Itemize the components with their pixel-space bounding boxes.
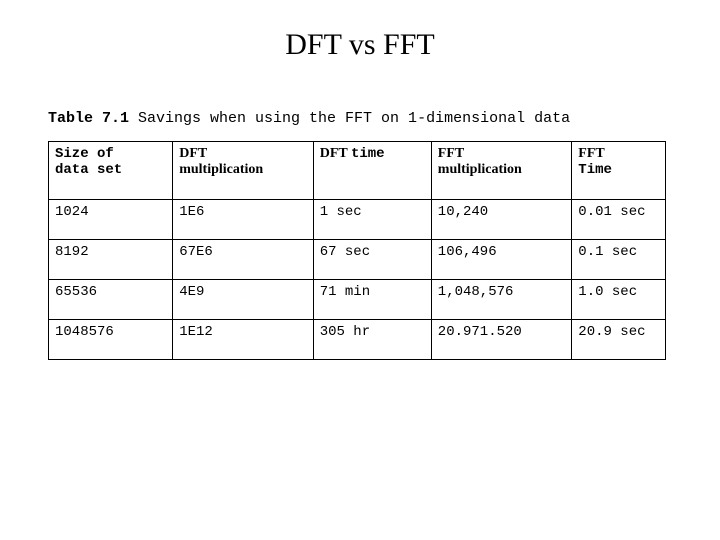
hdr-size-a: Size of xyxy=(55,146,114,162)
cell-fft-time: 0.01 sec xyxy=(572,200,666,240)
hdr-size-b: data set xyxy=(55,162,122,178)
table-caption: Table 7.1 Savings when using the FFT on … xyxy=(48,110,680,127)
cell-dft-mult: 1E6 xyxy=(173,200,314,240)
table-body: 1024 1E6 1 sec 10,240 0.01 sec 8192 67E6… xyxy=(49,200,666,360)
col-header-dft-time: DFT time xyxy=(313,142,431,200)
hdr-fftmult-b: multiplication xyxy=(438,162,522,177)
cell-fft-mult: 20.971.520 xyxy=(431,320,572,360)
col-header-fft-time: FFT Time xyxy=(572,142,666,200)
cell-size: 8192 xyxy=(49,240,173,280)
caption-label: Table 7.1 xyxy=(48,110,129,127)
col-header-fft-mult: FFT multiplication xyxy=(431,142,572,200)
hdr-dftmult-a: DFT xyxy=(179,146,207,161)
cell-fft-time: 0.1 sec xyxy=(572,240,666,280)
table-header-row: Size of data set DFT multiplication DFT … xyxy=(49,142,666,200)
table-row: 65536 4E9 71 min 1,048,576 1.0 sec xyxy=(49,280,666,320)
cell-size: 65536 xyxy=(49,280,173,320)
table-row: 1024 1E6 1 sec 10,240 0.01 sec xyxy=(49,200,666,240)
hdr-ffttime-a: FFT xyxy=(578,146,604,161)
hdr-fftmult-a: FFT xyxy=(438,146,464,161)
hdr-ffttime-b: Time xyxy=(578,162,612,178)
hdr-dfttime-a: DFT xyxy=(320,146,351,161)
cell-dft-time: 67 sec xyxy=(313,240,431,280)
cell-dft-time: 1 sec xyxy=(313,200,431,240)
cell-dft-mult: 67E6 xyxy=(173,240,314,280)
caption-text: Savings when using the FFT on 1-dimensio… xyxy=(129,110,570,127)
cell-fft-mult: 10,240 xyxy=(431,200,572,240)
col-header-dft-mult: DFT multiplication xyxy=(173,142,314,200)
table-row: 1048576 1E12 305 hr 20.971.520 20.9 sec xyxy=(49,320,666,360)
cell-fft-mult: 106,496 xyxy=(431,240,572,280)
cell-fft-mult: 1,048,576 xyxy=(431,280,572,320)
page-title: DFT vs FFT xyxy=(40,28,680,62)
comparison-table: Size of data set DFT multiplication DFT … xyxy=(48,141,666,360)
cell-dft-time: 71 min xyxy=(313,280,431,320)
cell-fft-time: 20.9 sec xyxy=(572,320,666,360)
hdr-dfttime-b: time xyxy=(351,146,385,162)
hdr-dftmult-b: multiplication xyxy=(179,162,263,177)
cell-dft-mult: 4E9 xyxy=(173,280,314,320)
cell-fft-time: 1.0 sec xyxy=(572,280,666,320)
table-row: 8192 67E6 67 sec 106,496 0.1 sec xyxy=(49,240,666,280)
cell-dft-mult: 1E12 xyxy=(173,320,314,360)
col-header-size: Size of data set xyxy=(49,142,173,200)
cell-size: 1048576 xyxy=(49,320,173,360)
cell-dft-time: 305 hr xyxy=(313,320,431,360)
cell-size: 1024 xyxy=(49,200,173,240)
